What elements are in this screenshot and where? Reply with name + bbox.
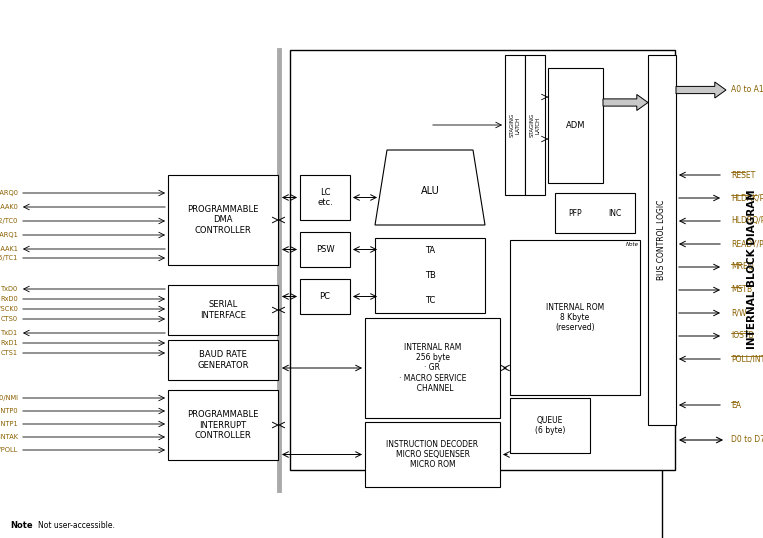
Bar	[648, 55, 676, 425]
Text: TA: TA	[425, 246, 435, 255]
Text: STAGING
LATCH: STAGING LATCH	[510, 113, 520, 137]
Text: HLDRQ/P27: HLDRQ/P27	[731, 216, 763, 225]
Text: IOSTB: IOSTB	[731, 331, 754, 341]
Text: INSTRUCTION DECODER
MICRO SEQUENSER
MICRO ROM: INSTRUCTION DECODER MICRO SEQUENSER MICR…	[386, 440, 478, 469]
Bar	[365, 422, 500, 487]
Text: R/W: R/W	[731, 308, 746, 317]
Text: PROGRAMMABLE
INTERRUPT
CONTROLLER: PROGRAMMABLE INTERRUPT CONTROLLER	[187, 410, 259, 440]
Text: P16/SCK0: P16/SCK0	[0, 306, 18, 312]
Text: QUEUE
(6 byte): QUEUE (6 byte)	[535, 416, 565, 435]
Bar	[555, 193, 635, 233]
Text: P21/DMAAK0: P21/DMAAK0	[0, 204, 18, 210]
Text: P12/INTP1: P12/INTP1	[0, 421, 18, 427]
Text: RxD0: RxD0	[0, 296, 18, 302]
Text: READY/P17: READY/P17	[731, 239, 763, 249]
Text: P22/TC0: P22/TC0	[0, 218, 18, 224]
Bar	[548, 68, 603, 183]
Polygon shape	[676, 82, 726, 98]
Text: Note: Note	[626, 242, 639, 246]
Text: INTERNAL ROM
8 Kbyte
(reserved): INTERNAL ROM 8 Kbyte (reserved)	[546, 302, 604, 332]
Bar	[168, 285, 278, 335]
Text: PC: PC	[320, 292, 330, 301]
Text: INTERNAL BLOCK DIAGRAM: INTERNAL BLOCK DIAGRAM	[747, 189, 757, 349]
Text: P13/INTP2/INTAK: P13/INTP2/INTAK	[0, 434, 18, 440]
Text: CTS0: CTS0	[1, 316, 18, 322]
Text: TxD0: TxD0	[1, 286, 18, 292]
Text: P14/INT/POLL: P14/INT/POLL	[0, 447, 18, 453]
Text: POLL/INT/P14: POLL/INT/P14	[731, 355, 763, 364]
Text: INC: INC	[608, 209, 622, 217]
Text: STAGING
LATCH: STAGING LATCH	[530, 113, 540, 137]
Text: TB: TB	[424, 271, 436, 280]
Bar	[168, 390, 278, 460]
Text: Not user-accessible.: Not user-accessible.	[38, 520, 115, 529]
Bar	[300, 175, 350, 220]
Bar	[510, 240, 640, 395]
Text: P10/NMI: P10/NMI	[0, 395, 18, 401]
Text: Note: Note	[10, 520, 33, 529]
Text: LC
etc.: LC etc.	[317, 188, 333, 207]
Text: D0 to D7: D0 to D7	[731, 435, 763, 444]
Text: PFP: PFP	[568, 209, 582, 217]
Text: RESET: RESET	[731, 171, 755, 180]
Text: BAUD RATE
GENERATOR: BAUD RATE GENERATOR	[198, 350, 249, 370]
Text: BUS CONTROL LOGIC: BUS CONTROL LOGIC	[658, 200, 667, 280]
Text: CTS1: CTS1	[1, 350, 18, 356]
Text: TC: TC	[425, 296, 435, 305]
Text: P24/DMAAK1: P24/DMAAK1	[0, 246, 18, 252]
Text: PSW: PSW	[316, 245, 334, 254]
Bar	[168, 340, 278, 380]
Text: P23/DMARQ1: P23/DMARQ1	[0, 232, 18, 238]
Text: INTERNAL RAM
256 byte
· GR
· MACRO SERVICE
  CHANNEL: INTERNAL RAM 256 byte · GR · MACRO SERVI…	[399, 343, 466, 393]
Text: P25/TC1: P25/TC1	[0, 255, 18, 261]
Text: MREQ: MREQ	[731, 263, 754, 272]
Text: PROGRAMMABLE
DMA
CONTROLLER: PROGRAMMABLE DMA CONTROLLER	[187, 205, 259, 235]
Text: ALU: ALU	[420, 186, 439, 196]
Bar	[365, 318, 500, 418]
Text: P20/DMARQ0: P20/DMARQ0	[0, 190, 18, 196]
Bar	[510, 398, 590, 453]
Text: P11/INTP0: P11/INTP0	[0, 408, 18, 414]
Bar	[290, 50, 675, 470]
Text: HLDAK/P26: HLDAK/P26	[731, 194, 763, 202]
Text: RxD1: RxD1	[0, 340, 18, 346]
Bar	[375, 238, 485, 313]
Text: A0 to A19: A0 to A19	[731, 86, 763, 95]
Text: ADM: ADM	[565, 121, 585, 130]
Bar	[300, 232, 350, 267]
Bar	[505, 55, 525, 195]
Polygon shape	[375, 150, 485, 225]
Polygon shape	[603, 95, 648, 110]
Text: TxD1: TxD1	[1, 330, 18, 336]
Bar	[525, 55, 545, 195]
Text: EA: EA	[731, 400, 741, 409]
Bar	[300, 279, 350, 314]
Text: MSTB: MSTB	[731, 286, 752, 294]
Text: SERIAL
INTERFACE: SERIAL INTERFACE	[200, 300, 246, 320]
Bar	[168, 175, 278, 265]
